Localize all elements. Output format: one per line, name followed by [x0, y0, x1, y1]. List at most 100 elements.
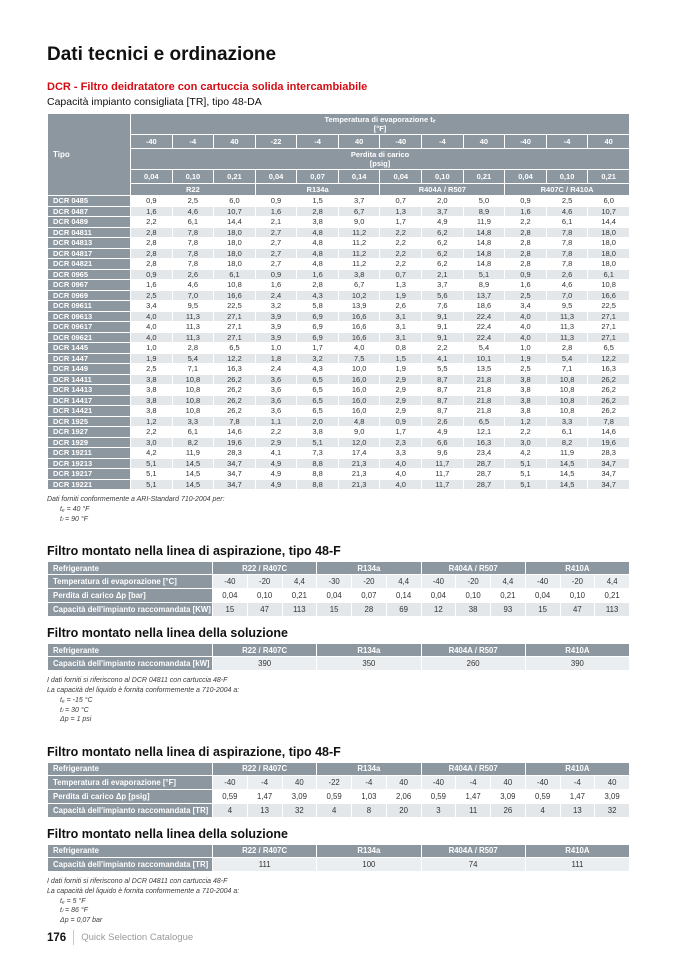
value-cell: 28: [351, 602, 387, 617]
value-cell: 4,4: [385, 574, 422, 589]
capacity-value: 3,8: [504, 373, 547, 385]
capacity-value: 0,9: [504, 268, 547, 280]
capacity-value: 16,0: [337, 405, 381, 417]
value-cell: -20: [559, 574, 596, 589]
capacity-value: 2,6: [171, 268, 215, 280]
table-row: DCR 14417 3,8 10,8 26,2 3,6 6,5 16,0 2,9 8,7 21,8…: [47, 394, 630, 406]
row-label: DCR 04811: [47, 226, 131, 238]
capacity-value: 27,1: [587, 321, 630, 333]
capacity-value: 2,2: [421, 342, 464, 354]
capacity-value: 6,2: [421, 237, 464, 249]
capacity-value: 16,6: [213, 289, 256, 301]
refrigerant-group-header: R22 / R407C: [211, 843, 318, 858]
value-cell: 74: [420, 856, 526, 872]
capacity-value: 22,4: [462, 331, 506, 343]
product-subtitle: DCR - Filtro deidratatore con cartuccia …: [47, 81, 368, 93]
capacity-value: 5,1: [462, 268, 506, 280]
capacity-value: 4,3: [296, 363, 339, 375]
capacity-value: 10,8: [171, 405, 215, 417]
capacity-value: 21,3: [337, 478, 381, 490]
capacity-value: 5,1: [504, 468, 547, 480]
table-row: DCR 09621 4,0 11,3 27,1 3,9 6,9 16,6 3,1 9,1 22,4…: [47, 331, 630, 343]
pressure-value-header: 0,21: [213, 169, 256, 184]
capacity-value: 5,4: [462, 342, 506, 354]
table-row: DCR 04821 2,8 7,8 18,0 2,7 4,8 11,2 2,2 6,2 14,8 2…: [47, 258, 630, 270]
note-item: Δp = 0,07 bar: [60, 916, 103, 924]
capacity-value: 6,5: [296, 373, 339, 385]
capacity-value: 1,6: [254, 279, 298, 291]
capacity-value: 2,3: [379, 436, 423, 448]
value-cell: -40: [212, 774, 248, 790]
capacity-value: 14,5: [171, 468, 215, 480]
row-label: Perdita di carico Δp [psig]: [47, 788, 213, 804]
capacity-value: 8,7: [421, 373, 464, 385]
capacity-value: 10,8: [213, 279, 256, 291]
capacity-value: 6,1: [545, 426, 589, 438]
capacity-value: 3,9: [254, 310, 298, 322]
capacity-value: 11,9: [171, 447, 215, 459]
row-label: Perdita di carico Δp [bar]: [47, 588, 213, 603]
capacity-value: 6,2: [421, 247, 464, 259]
table-row: DCR 0967 1,6 4,6 10,8 1,6 2,8 6,7 1,3 3,7 8,9 1,6 4…: [47, 279, 630, 291]
refrigerant-group-header: R404A / R507: [379, 183, 506, 196]
value-cell: 4: [212, 802, 248, 818]
capacity-value: 16,0: [337, 394, 381, 406]
tipo-column-header: Tipo: [47, 113, 131, 196]
capacity-value: 27,1: [587, 310, 630, 322]
capacity-value: 6,0: [587, 195, 630, 207]
value-cell: 93: [490, 602, 526, 617]
value-cell: 1,47: [455, 788, 491, 804]
note-item: tₑ = -15 °C: [60, 697, 93, 704]
capacity-value: 3,4: [130, 300, 173, 312]
capacity-value: 28,7: [462, 457, 506, 469]
capacity-value: 11,2: [337, 258, 381, 270]
capacity-value: 4,8: [296, 226, 339, 238]
capacity-value: 1,6: [254, 205, 298, 217]
capacity-value: 11,7: [421, 468, 464, 480]
capacity-value: 2,8: [130, 226, 173, 238]
capacity-value: 3,8: [130, 394, 173, 406]
main-capacity-table: Tipo Temperatura di evaporazione tₑ [°F] -4…: [47, 113, 630, 490]
table-row: DCR 14421 3,8 10,8 26,2 3,6 6,5 16,0 2,9 8,7 21,8…: [47, 405, 630, 417]
capacity-value: 3,3: [379, 447, 423, 459]
capacity-value: 26,2: [587, 394, 630, 406]
capacity-value: 16,6: [337, 321, 381, 333]
refrigerant-label-header: Refrigerante: [47, 561, 213, 575]
row-label: Capacità dell'impianto raccomandata [TR]: [47, 856, 213, 872]
capacity-value: 12,0: [337, 436, 381, 448]
catalogue-name: Quick Selection Catalogue: [81, 932, 194, 943]
capacity-value: 3,9: [254, 321, 298, 333]
capacity-value: 0,7: [379, 195, 423, 207]
capacity-value: 10,8: [545, 394, 589, 406]
value-cell: 15: [212, 602, 248, 617]
capacity-value: 22,4: [462, 310, 506, 322]
capacity-value: 26,2: [213, 394, 256, 406]
capacity-value: 11,3: [545, 310, 589, 322]
capacity-value: 9,1: [421, 310, 464, 322]
refrigerant-label-header: Refrigerante: [47, 843, 213, 858]
row-label: DCR 09617: [47, 321, 131, 333]
capacity-value: 1,8: [254, 352, 298, 364]
value-cell: 12: [420, 602, 457, 617]
capacity-value: 2,8: [545, 342, 589, 354]
capacity-value: 11,2: [337, 237, 381, 249]
ari-standard-note: Dati forniti conformemente a ARI-Standar…: [47, 495, 630, 524]
capacity-value: 4,0: [379, 478, 423, 490]
value-cell: 4: [316, 802, 352, 818]
value-cell: -20: [351, 574, 387, 589]
value-cell: 69: [385, 602, 422, 617]
capacity-value: 4,0: [379, 457, 423, 469]
capacity-value: 7,5: [337, 352, 381, 364]
capacity-value: 16,6: [337, 310, 381, 322]
section-heading-solution-2: Filtro montato nella linea della soluzio…: [47, 826, 289, 841]
table-row: DCR 0965 0,9 2,6 6,1 0,9 1,6 3,8 0,7 2,1 5,1 0,9 2,…: [47, 268, 630, 280]
pressure-value-header: 0,04: [130, 169, 173, 184]
capacity-value: 1,0: [130, 342, 173, 354]
refrigerant-group-header: R22 / R407C: [211, 643, 318, 657]
capacity-value: 2,5: [504, 289, 547, 301]
row-label: DCR 1449: [47, 363, 131, 375]
capacity-value: 10,1: [462, 352, 506, 364]
capacity-value: 5,1: [130, 478, 173, 490]
capacity-value: 17,4: [337, 447, 381, 459]
